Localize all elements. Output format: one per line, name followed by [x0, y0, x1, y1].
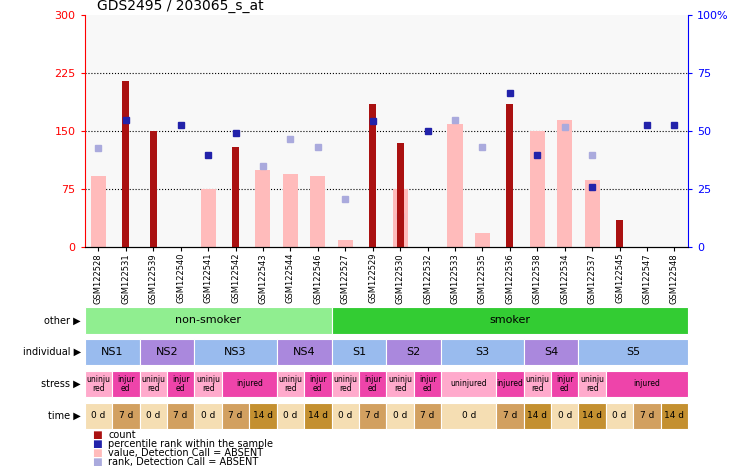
Bar	[232, 147, 239, 247]
Text: uninjured: uninjured	[450, 380, 487, 389]
Text: uninju
red: uninju red	[278, 375, 302, 392]
Text: 14 d: 14 d	[665, 411, 684, 420]
Bar	[255, 170, 271, 247]
Text: S1: S1	[352, 347, 366, 357]
Text: 0 d: 0 d	[283, 411, 297, 420]
Text: ■: ■	[92, 447, 102, 458]
Text: smoker: smoker	[489, 316, 531, 326]
Bar	[91, 176, 106, 247]
Text: S3: S3	[475, 347, 489, 357]
Bar	[616, 220, 623, 247]
Bar	[397, 143, 403, 247]
Text: NS1: NS1	[101, 347, 124, 357]
Text: ■: ■	[92, 429, 102, 440]
Bar	[283, 174, 298, 247]
Text: injur
ed: injur ed	[172, 375, 189, 392]
Text: 7 d: 7 d	[118, 411, 133, 420]
Bar	[311, 176, 325, 247]
Text: injured: injured	[236, 380, 263, 389]
Text: 0 d: 0 d	[338, 411, 353, 420]
Text: individual ▶: individual ▶	[23, 347, 81, 357]
Text: 0 d: 0 d	[461, 411, 476, 420]
Text: 14 d: 14 d	[527, 411, 548, 420]
Text: 14 d: 14 d	[582, 411, 602, 420]
Text: injured: injured	[496, 380, 523, 389]
Text: 7 d: 7 d	[228, 411, 243, 420]
Text: 7 d: 7 d	[420, 411, 435, 420]
Text: uninju
red: uninju red	[141, 375, 165, 392]
Text: S2: S2	[407, 347, 421, 357]
Text: 0 d: 0 d	[393, 411, 407, 420]
Text: 14 d: 14 d	[253, 411, 273, 420]
Bar	[530, 131, 545, 247]
Text: NS4: NS4	[293, 347, 316, 357]
Text: other ▶: other ▶	[44, 316, 81, 326]
Text: uninju
red: uninju red	[196, 375, 220, 392]
Text: 0 d: 0 d	[612, 411, 627, 420]
Text: 7 d: 7 d	[174, 411, 188, 420]
Text: uninju
red: uninju red	[333, 375, 357, 392]
Bar	[122, 81, 130, 247]
Text: S4: S4	[544, 347, 558, 357]
Text: 0 d: 0 d	[146, 411, 160, 420]
Text: injur
ed: injur ed	[309, 375, 327, 392]
Text: uninju
red: uninju red	[86, 375, 110, 392]
Text: 7 d: 7 d	[503, 411, 517, 420]
Text: rank, Detection Call = ABSENT: rank, Detection Call = ABSENT	[108, 456, 258, 467]
Bar	[200, 190, 216, 247]
Text: 0 d: 0 d	[91, 411, 105, 420]
Text: GDS2495 / 203065_s_at: GDS2495 / 203065_s_at	[96, 0, 263, 13]
Text: injur
ed: injur ed	[117, 375, 135, 392]
Text: uninju
red: uninju red	[580, 375, 604, 392]
Text: injured: injured	[634, 380, 660, 389]
Bar	[392, 190, 408, 247]
Text: ■: ■	[92, 438, 102, 449]
Text: stress ▶: stress ▶	[41, 379, 81, 389]
Text: 7 d: 7 d	[366, 411, 380, 420]
Bar	[557, 120, 573, 247]
Text: count: count	[108, 429, 136, 440]
Text: S5: S5	[626, 347, 640, 357]
Text: ■: ■	[92, 456, 102, 467]
Bar	[475, 234, 490, 247]
Text: 0 d: 0 d	[558, 411, 572, 420]
Text: 0 d: 0 d	[201, 411, 215, 420]
Bar	[584, 180, 600, 247]
Bar	[150, 131, 157, 247]
Bar	[338, 240, 353, 247]
Text: time ▶: time ▶	[49, 411, 81, 421]
Text: value, Detection Call = ABSENT: value, Detection Call = ABSENT	[108, 447, 263, 458]
Text: percentile rank within the sample: percentile rank within the sample	[108, 438, 273, 449]
Text: NS3: NS3	[224, 347, 247, 357]
Text: uninju
red: uninju red	[388, 375, 412, 392]
Text: non-smoker: non-smoker	[175, 316, 241, 326]
Text: uninju
red: uninju red	[526, 375, 549, 392]
Text: injur
ed: injur ed	[364, 375, 381, 392]
Bar	[369, 104, 376, 247]
Text: injur
ed: injur ed	[556, 375, 573, 392]
Text: NS2: NS2	[155, 347, 178, 357]
Bar	[447, 124, 462, 247]
Text: injur
ed: injur ed	[419, 375, 436, 392]
Bar	[506, 104, 513, 247]
Text: 7 d: 7 d	[640, 411, 654, 420]
Text: 14 d: 14 d	[308, 411, 328, 420]
